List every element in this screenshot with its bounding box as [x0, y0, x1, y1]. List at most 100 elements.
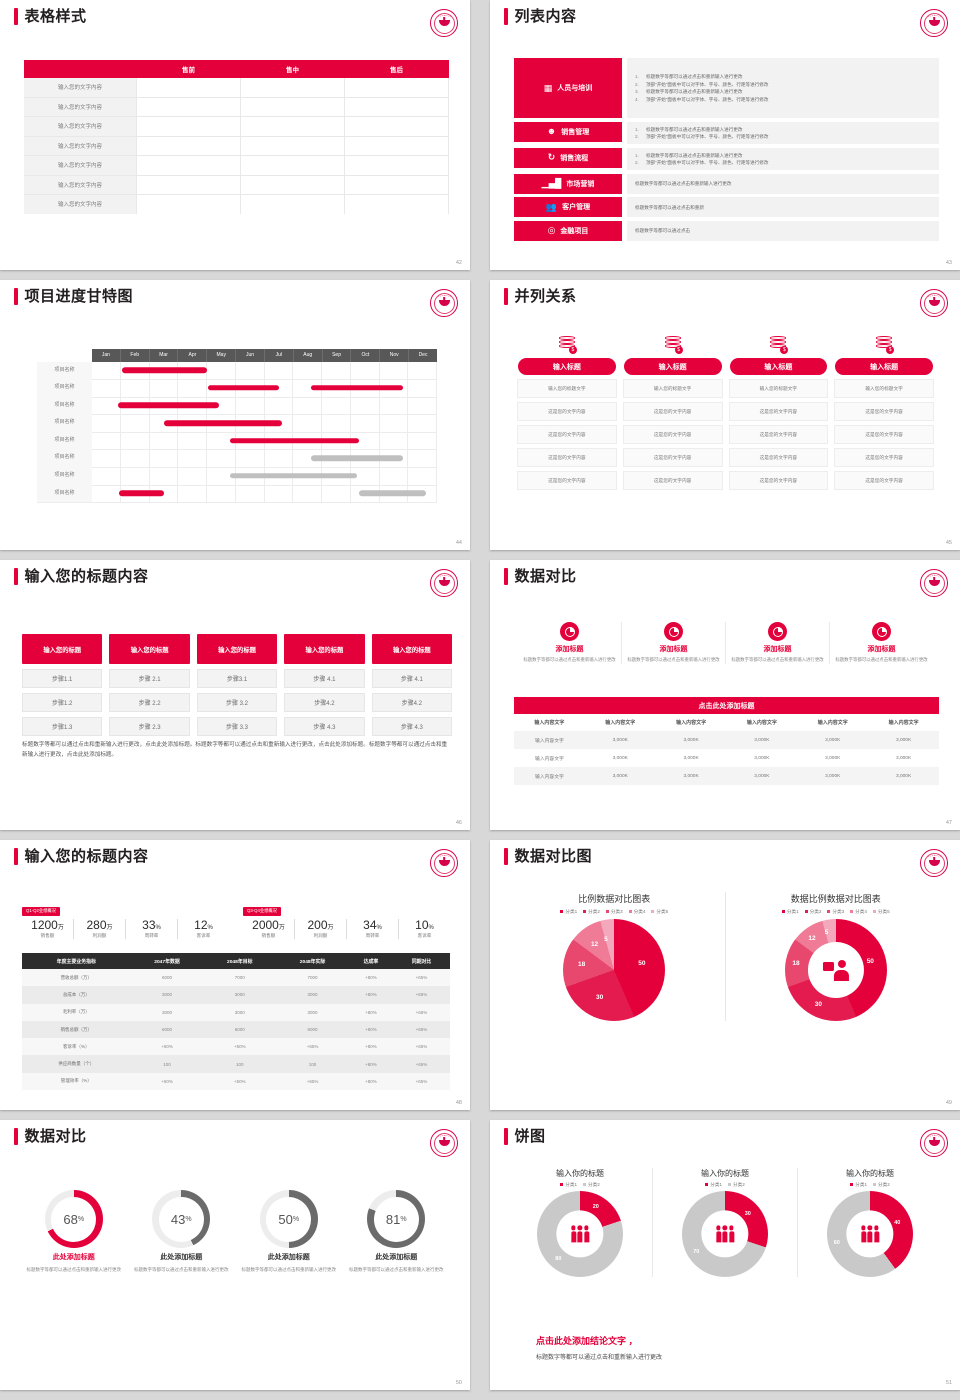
gantt-bar[interactable]	[230, 437, 360, 444]
parallel-title-pill[interactable]: 输入标题	[623, 358, 722, 375]
list-item-label-5[interactable]: ◎ 金融项目	[514, 220, 622, 241]
parallel-title-pill[interactable]: 输入标题	[835, 358, 933, 375]
slide-51[interactable]: 饼图 输入你的标题 分类1 分类2 20 80 输入你的标题 分类1 分类2 30 70 输入你的标…	[490, 1120, 960, 1390]
gantt-bar[interactable]	[163, 420, 282, 426]
slide-cell[interactable]: 项目进度甘特图 Jan Feb Mar Apr May Jun Jul Aug Sep Oct No…	[0, 280, 480, 560]
gantt-gridline	[150, 484, 179, 503]
slide-43[interactable]: 列表内容 ▦ 人员与培训 1. 标题数字等都可以通过点击和重新输入进行更改 2. 顶部“开…	[490, 0, 960, 270]
data-cell: +80%	[365, 975, 377, 981]
list-item[interactable]: ▁▄█ 市场营销 标题数字等都可以通过点击和重新输入进行更改	[514, 173, 939, 194]
data-cell	[240, 78, 345, 98]
step-box[interactable]: 步骤 4.3	[371, 717, 453, 736]
pie-slices[interactable]	[563, 919, 666, 1021]
parallel-card[interactable]: 这是您的文字内容	[517, 402, 617, 421]
gantt-bar[interactable]	[359, 490, 426, 497]
list-item[interactable]: 👥 客户管理 标题数字等都可以通过点击和重新	[514, 197, 939, 218]
step-box[interactable]: 步骤 3.3	[196, 717, 278, 736]
slide-49[interactable]: 数据对比图 比例数据对比图表 分类1 分类2 分类3 分类4 分类5 50 30 18 12 5 数据…	[490, 840, 960, 1110]
parallel-card[interactable]: 输入您的标题文字	[834, 379, 934, 398]
step-box[interactable]: 步骤4.2	[371, 693, 453, 712]
list-item-label-3[interactable]: ▁▄█ 市场营销	[514, 173, 622, 194]
slide-48[interactable]: 输入您的标题内容 Q1-Q2业绩概况 1200万 销售额 280万 利润额 33% 周转率 1…	[0, 840, 470, 1110]
list-item[interactable]: ▦ 人员与培训 1. 标题数字等都可以通过点击和重新输入进行更改 2. 顶部“开始”面板中…	[514, 58, 939, 118]
step-box[interactable]: 步骤 4.3	[284, 717, 365, 736]
gantt-bar[interactable]	[230, 473, 357, 479]
gantt-bar[interactable]	[119, 490, 164, 497]
parallel-card[interactable]: 这是您的文字内容	[728, 471, 829, 490]
list-item[interactable]: ↻ 销售流程 1. 标题数字等都可以通过点击和重新输入进行更改 2. 顶部“开始”面板中可…	[514, 147, 939, 171]
parallel-card[interactable]: 这是您的文字内容	[622, 471, 723, 490]
slide-47[interactable]: 数据对比 添加标题 标题数字等都可以通过点击和重新输入进行更改 添加标题 标题数字等都…	[490, 560, 960, 830]
step-box[interactable]: 步骤 3.2	[196, 693, 278, 712]
step-box[interactable]: 步骤 2.2	[109, 693, 190, 712]
step-box[interactable]: 步骤1.1	[22, 669, 103, 688]
parallel-card[interactable]: 这是您的文字内容	[622, 402, 723, 421]
parallel-card[interactable]: 这是您的文字内容	[834, 448, 934, 467]
slide-cell[interactable]: 输入您的标题内容 输入您的标题 步骤1.1 步骤1.2 步骤1.3 输入您的标题 步骤 2…	[0, 560, 480, 840]
parallel-card[interactable]: 这是您的文字内容	[834, 425, 934, 444]
slide-cell[interactable]: 饼图 输入你的标题 分类1 分类2 20 80 输入你的标题 分类1 分类2 30 70 输入你的标…	[480, 1120, 960, 1400]
gantt-bar[interactable]	[310, 385, 403, 391]
slide-cell[interactable]: 输入您的标题内容 Q1-Q2业绩概况 1200万 销售额 280万 利润额 33% 周转率 1…	[0, 840, 480, 1120]
parallel-card[interactable]: 输入您的标题文字	[622, 379, 723, 398]
parallel-card[interactable]: 这是您的文字内容	[728, 425, 829, 444]
slide-cell[interactable]: 数据对比图 比例数据对比图表 分类1 分类2 分类3 分类4 分类5 50 30 18 12 5 数据…	[480, 840, 960, 1120]
gantt-bar[interactable]	[310, 455, 403, 462]
step-column-header[interactable]: 输入您的标题	[196, 634, 278, 664]
parallel-card[interactable]: 这是您的文字内容	[517, 471, 617, 490]
step-box[interactable]: 步骤 4.1	[371, 669, 453, 688]
step-column-header[interactable]: 输入您的标题	[371, 634, 453, 664]
parallel-title-pill[interactable]: 输入标题	[518, 358, 616, 375]
slide-44[interactable]: 项目进度甘特图 Jan Feb Mar Apr May Jun Jul Aug Sep Oct No…	[0, 280, 470, 550]
col-head-insale: 售中	[240, 60, 345, 78]
progress-ring[interactable]: 43%	[152, 1190, 211, 1248]
parallel-card[interactable]: 这是您的文字内容	[834, 402, 934, 421]
slide-46[interactable]: 输入您的标题内容 输入您的标题 步骤1.1 步骤1.2 步骤1.3 输入您的标题 步骤 2…	[0, 560, 470, 830]
step-box[interactable]: 步骤4.2	[284, 693, 365, 712]
parallel-card[interactable]: 输入您的标题文字	[728, 379, 829, 398]
list-item-label-1[interactable]: ☻ 销售管理	[514, 121, 622, 142]
parallel-card[interactable]: 这是您的文字内容	[834, 471, 934, 490]
list-item-label-2[interactable]: ↻ 销售流程	[514, 147, 622, 168]
step-box[interactable]: 步骤 4.1	[284, 669, 365, 688]
gantt-row-label: 项目名称	[37, 414, 92, 433]
slide-cell[interactable]: 表格样式 售前 售中 售后 输入您的文字内容 输入您的文字内容 输入您的文字内容 输入…	[0, 0, 480, 280]
parallel-card[interactable]: 这是您的文字内容	[517, 425, 617, 444]
parallel-card[interactable]: 这是您的文字内容	[622, 448, 723, 467]
slide-cell[interactable]: 列表内容 ▦ 人员与培训 1. 标题数字等都可以通过点击和重新输入进行更改 2. 顶部“开…	[480, 0, 960, 280]
list-item-label-4[interactable]: 👥 客户管理	[514, 197, 622, 218]
step-column-header[interactable]: 输入您的标题	[284, 634, 365, 664]
gantt-bar[interactable]	[122, 367, 207, 374]
step-column-header[interactable]: 输入您的标题	[109, 634, 190, 664]
step-box[interactable]: 步骤1.2	[22, 693, 103, 712]
list-item[interactable]: ◎ 金融项目 标题数字等都可以通过点击	[514, 220, 939, 241]
parallel-card[interactable]: 这是您的文字内容	[622, 425, 723, 444]
slide-cell[interactable]: 并列关系 $ 输入标题 输入您的标题文字 这是您的文字内容 这是您的文字内容 这是您的文字…	[480, 280, 960, 560]
slide-42[interactable]: 表格样式 售前 售中 售后 输入您的文字内容 输入您的文字内容 输入您的文字内容 输入…	[0, 0, 470, 270]
list-item-label-0[interactable]: ▦ 人员与培训	[514, 58, 622, 118]
legend-swatch	[705, 1183, 709, 1186]
step-box[interactable]: 步骤 2.3	[109, 717, 190, 736]
progress-ring[interactable]: 81%	[367, 1190, 426, 1248]
parallel-card[interactable]: 这是您的文字内容	[728, 402, 829, 421]
step-box[interactable]: 步骤3.1	[196, 669, 278, 688]
parallel-card[interactable]: 这是您的文字内容	[728, 448, 829, 467]
conclusion-block: 点击此处添加结论文字 ， 标题数字等都可以通过点击和重新输入进行更改	[536, 1334, 662, 1361]
parallel-title-pill[interactable]: 输入标题	[729, 358, 828, 375]
slide-50[interactable]: 数据对比 68% 此处添加标题 标题数字等都可以通过点击和重新输入进行更改 43% 此处…	[0, 1120, 470, 1390]
parallel-card[interactable]: 这是您的文字内容	[517, 448, 617, 467]
parallel-card[interactable]: 输入您的标题文字	[517, 379, 617, 398]
gantt-gridline	[265, 414, 294, 432]
title-accent-bar	[14, 1128, 18, 1145]
gantt-bar[interactable]	[117, 402, 219, 409]
slide-cell[interactable]: 数据对比 68% 此处添加标题 标题数字等都可以通过点击和重新输入进行更改 43% 此处…	[0, 1120, 480, 1400]
step-box[interactable]: 步骤1.3	[22, 717, 103, 736]
progress-ring[interactable]: 50%	[259, 1190, 318, 1248]
list-item[interactable]: ☻ 销售管理 1. 标题数字等都可以通过点击和重新输入进行更改 2. 顶部“开始”面板中可…	[514, 121, 939, 145]
slide-cell[interactable]: 数据对比 添加标题 标题数字等都可以通过点击和重新输入进行更改 添加标题 标题数字等都…	[480, 560, 960, 840]
gantt-bar[interactable]	[208, 385, 279, 391]
step-column-header[interactable]: 输入您的标题	[22, 634, 103, 664]
step-box[interactable]: 步骤 2.1	[109, 669, 190, 688]
slide-45[interactable]: 并列关系 $ 输入标题 输入您的标题文字 这是您的文字内容 这是您的文字内容 这是您的文字…	[490, 280, 960, 550]
progress-ring[interactable]: 68%	[44, 1190, 103, 1248]
